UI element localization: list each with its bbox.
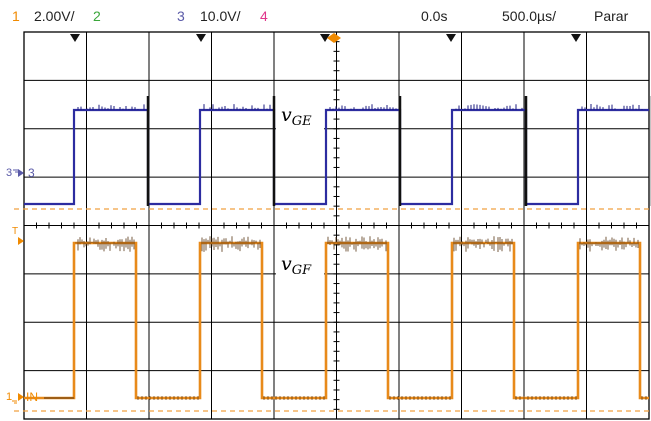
ch1-label: IN	[26, 390, 38, 404]
ground-icon	[13, 169, 18, 173]
ch3-number[interactable]: 3	[177, 8, 185, 24]
vgf-label-background	[276, 250, 324, 280]
orange-diamond-icon[interactable]	[327, 33, 341, 43]
status-bar: 1 2.00V/ 2 3 10.0V/ 4 0.0s 500.0µs/ Para…	[12, 8, 629, 24]
traces	[24, 96, 651, 400]
down-triangle-icon[interactable]	[320, 34, 330, 42]
vgf-label: vGF	[281, 253, 312, 278]
ch1-number[interactable]: 1	[12, 8, 20, 24]
top-markers	[70, 33, 581, 43]
down-triangle-icon[interactable]	[571, 34, 581, 42]
trigger-level-arrow-icon[interactable]	[18, 237, 24, 245]
ch3-level-marker[interactable]: 3	[6, 167, 12, 179]
ground-icon	[12, 400, 17, 404]
ch3-scale[interactable]: 10.0V/	[200, 8, 241, 24]
graticule	[23, 31, 650, 420]
vgf-trace	[24, 241, 649, 400]
run-state[interactable]: Parar	[594, 8, 629, 24]
vge-label: vGE	[281, 104, 312, 129]
down-triangle-icon[interactable]	[446, 34, 456, 42]
down-triangle-icon[interactable]	[196, 34, 206, 42]
trigger-marker[interactable]: T	[12, 226, 18, 237]
ch1-arrow-icon[interactable]	[18, 393, 24, 401]
ch1-scale[interactable]: 2.00V/	[34, 8, 75, 24]
left-markers: 3 3 T 1 IN	[6, 166, 38, 404]
signal-labels: vGE vGF	[276, 101, 324, 280]
ch4-number[interactable]: 4	[260, 8, 268, 24]
ch1-level-marker[interactable]: 1	[6, 391, 12, 403]
down-triangle-icon[interactable]	[70, 34, 80, 42]
ch2-number[interactable]: 2	[93, 8, 101, 24]
time-scale[interactable]: 500.0µs/	[502, 8, 556, 24]
vge-label-background	[276, 101, 324, 131]
time-offset[interactable]: 0.0s	[421, 8, 447, 24]
ch3-arrow-icon[interactable]	[18, 169, 24, 177]
ch3-level-label: 3	[28, 166, 35, 180]
